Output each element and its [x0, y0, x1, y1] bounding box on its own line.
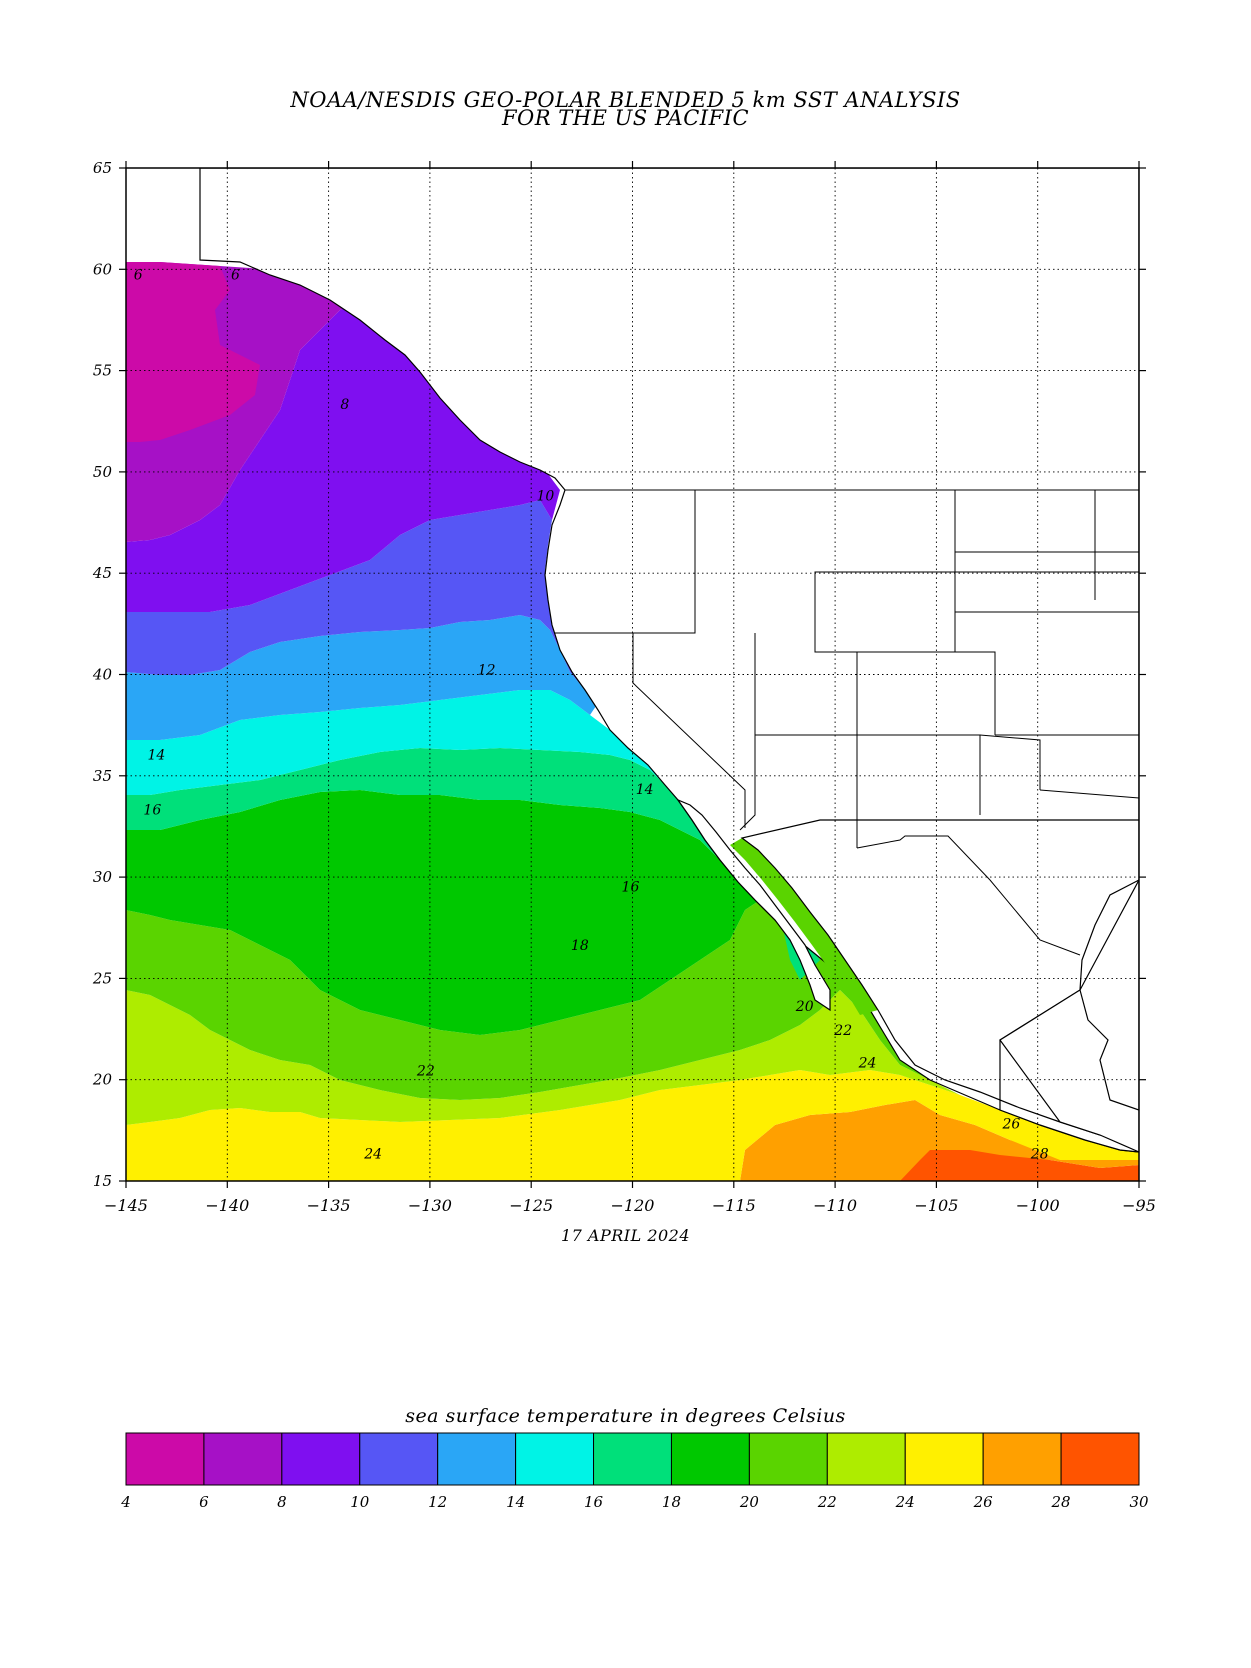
- colorbar-tick-label: 12: [428, 1493, 447, 1511]
- map-title-line1: NOAA/NESDIS GEO-POLAR BLENDED 5 km SST A…: [290, 88, 961, 112]
- lon-tick-label: −110: [813, 1196, 857, 1215]
- colorbar-swatch: [281, 1432, 361, 1486]
- lon-tick-label: −115: [712, 1196, 756, 1215]
- colorbar-swatch: [904, 1432, 984, 1486]
- colorbar-swatch: [748, 1432, 828, 1486]
- contour-label: 14: [636, 782, 654, 798]
- land-baja-california: [676, 798, 831, 1012]
- lat-tick-label: 60: [93, 260, 113, 278]
- colorbar-tick-label: 8: [277, 1493, 287, 1511]
- colorbar-swatch: [593, 1432, 672, 1486]
- sst-gulf-of-california: [730, 838, 878, 1015]
- contour-label: 18: [571, 938, 589, 954]
- lat-tick-label: 25: [92, 969, 112, 987]
- lon-tick-label: −145: [104, 1196, 148, 1215]
- contour-label: 10: [536, 488, 554, 504]
- lon-tick-label: −120: [611, 1196, 655, 1215]
- contour-label: 8: [340, 397, 349, 413]
- lat-tick-label: 55: [93, 362, 112, 380]
- lon-tick-label: −105: [914, 1196, 958, 1215]
- lon-tick-label: −95: [1122, 1196, 1156, 1215]
- colorbar-swatch: [826, 1432, 906, 1486]
- analysis-date: 17 APRIL 2024: [560, 1226, 691, 1245]
- lon-tick-label: −130: [408, 1196, 452, 1215]
- contour-label: 16: [143, 802, 161, 818]
- sst-band-18-20: [126, 790, 760, 1035]
- sst-band-8-10: [126, 300, 560, 612]
- colorbar-swatch: [203, 1432, 283, 1486]
- lat-tick-label: 20: [92, 1071, 113, 1089]
- lon-tick-label: −100: [1016, 1196, 1060, 1215]
- lat-tick-label: 15: [93, 1172, 112, 1190]
- colorbar-swatch: [125, 1432, 205, 1486]
- sst-band-4-6: [126, 262, 260, 442]
- contour-label: 16: [622, 879, 640, 895]
- map-title-line2: FOR THE US PACIFIC: [501, 106, 750, 130]
- sst-band-16-18: [126, 748, 820, 980]
- contour-label: 22: [833, 1023, 852, 1039]
- contour-label: 24: [858, 1056, 877, 1072]
- contour-label: 26: [1001, 1116, 1020, 1132]
- sst-band-10-12: [126, 500, 590, 690]
- sst-band-20-22: [126, 900, 930, 1100]
- lat-tick-label: 40: [92, 666, 113, 684]
- land-gulf-coast: [999, 879, 1139, 1153]
- sst-band-14-16: [126, 690, 700, 820]
- contour-label: 14: [147, 748, 165, 764]
- sst-band-24-26-right: [126, 1070, 1139, 1181]
- colorbar-swatch: [982, 1432, 1062, 1486]
- contour-label: 6: [231, 267, 240, 283]
- colorbar-swatch: [437, 1432, 517, 1486]
- contour-label: 20: [795, 999, 814, 1015]
- colorbar-tick-label: 20: [739, 1493, 760, 1511]
- colorbar: 4 6 8 10 12 14 16 18 20 22 24 26 28 30: [120, 1432, 1149, 1511]
- colorbar-tick-label: 28: [1051, 1493, 1071, 1511]
- contour-label: 24: [363, 1147, 382, 1163]
- contour-label: 22: [416, 1064, 435, 1080]
- lon-tick-label: −140: [205, 1196, 249, 1215]
- colorbar-tick-label: 14: [506, 1493, 525, 1511]
- state-borders: [555, 489, 1139, 956]
- lat-tick-label: 30: [93, 868, 113, 886]
- colorbar-tick-label: 16: [584, 1493, 604, 1511]
- contour-label: 6: [134, 267, 143, 283]
- colorbar-swatch: [670, 1432, 750, 1486]
- colorbar-swatch: [515, 1432, 595, 1486]
- lat-tick-label: 45: [92, 564, 112, 582]
- contour-label: 28: [1030, 1147, 1049, 1163]
- colorbar-tick-label: 18: [662, 1493, 681, 1511]
- lat-tick-label: 65: [93, 159, 112, 177]
- colorbar-tick-label: 24: [895, 1493, 915, 1511]
- colorbar-tick-label: 10: [350, 1493, 370, 1511]
- colorbar-swatch: [359, 1432, 439, 1486]
- contour-label: 12: [478, 663, 496, 679]
- colorbar-tick-label: 4: [120, 1493, 131, 1511]
- lon-tick-label: −135: [307, 1196, 351, 1215]
- colorbar-tick-label: 30: [1129, 1493, 1149, 1511]
- lat-tick-label: 50: [93, 463, 113, 481]
- lat-tick-label: 35: [93, 767, 112, 785]
- colorbar-tick-label: 22: [817, 1493, 837, 1511]
- sst-field: [126, 168, 1139, 1181]
- sst-band-26-28: [740, 1100, 1139, 1181]
- colorbar-tick-label: 6: [199, 1493, 209, 1511]
- contour-labels: 6 6 8 10 12 14 16 14 16 18 20 22 22 24 24 26 28: [134, 267, 1049, 1162]
- sst-band-12-14: [126, 615, 600, 740]
- colorbar-swatch: [1060, 1432, 1140, 1486]
- lon-tick-label: −125: [509, 1196, 553, 1215]
- colorbar-title: sea surface temperature in degrees Celsi…: [405, 1405, 846, 1427]
- sst-band-22-24: [126, 990, 960, 1125]
- colorbar-tick-label: 26: [973, 1493, 994, 1511]
- axis-ticks: 15 20 25 30 35 40 45 50 55 60 65 −145 −140 −135 −130 −1…: [92, 159, 1156, 1215]
